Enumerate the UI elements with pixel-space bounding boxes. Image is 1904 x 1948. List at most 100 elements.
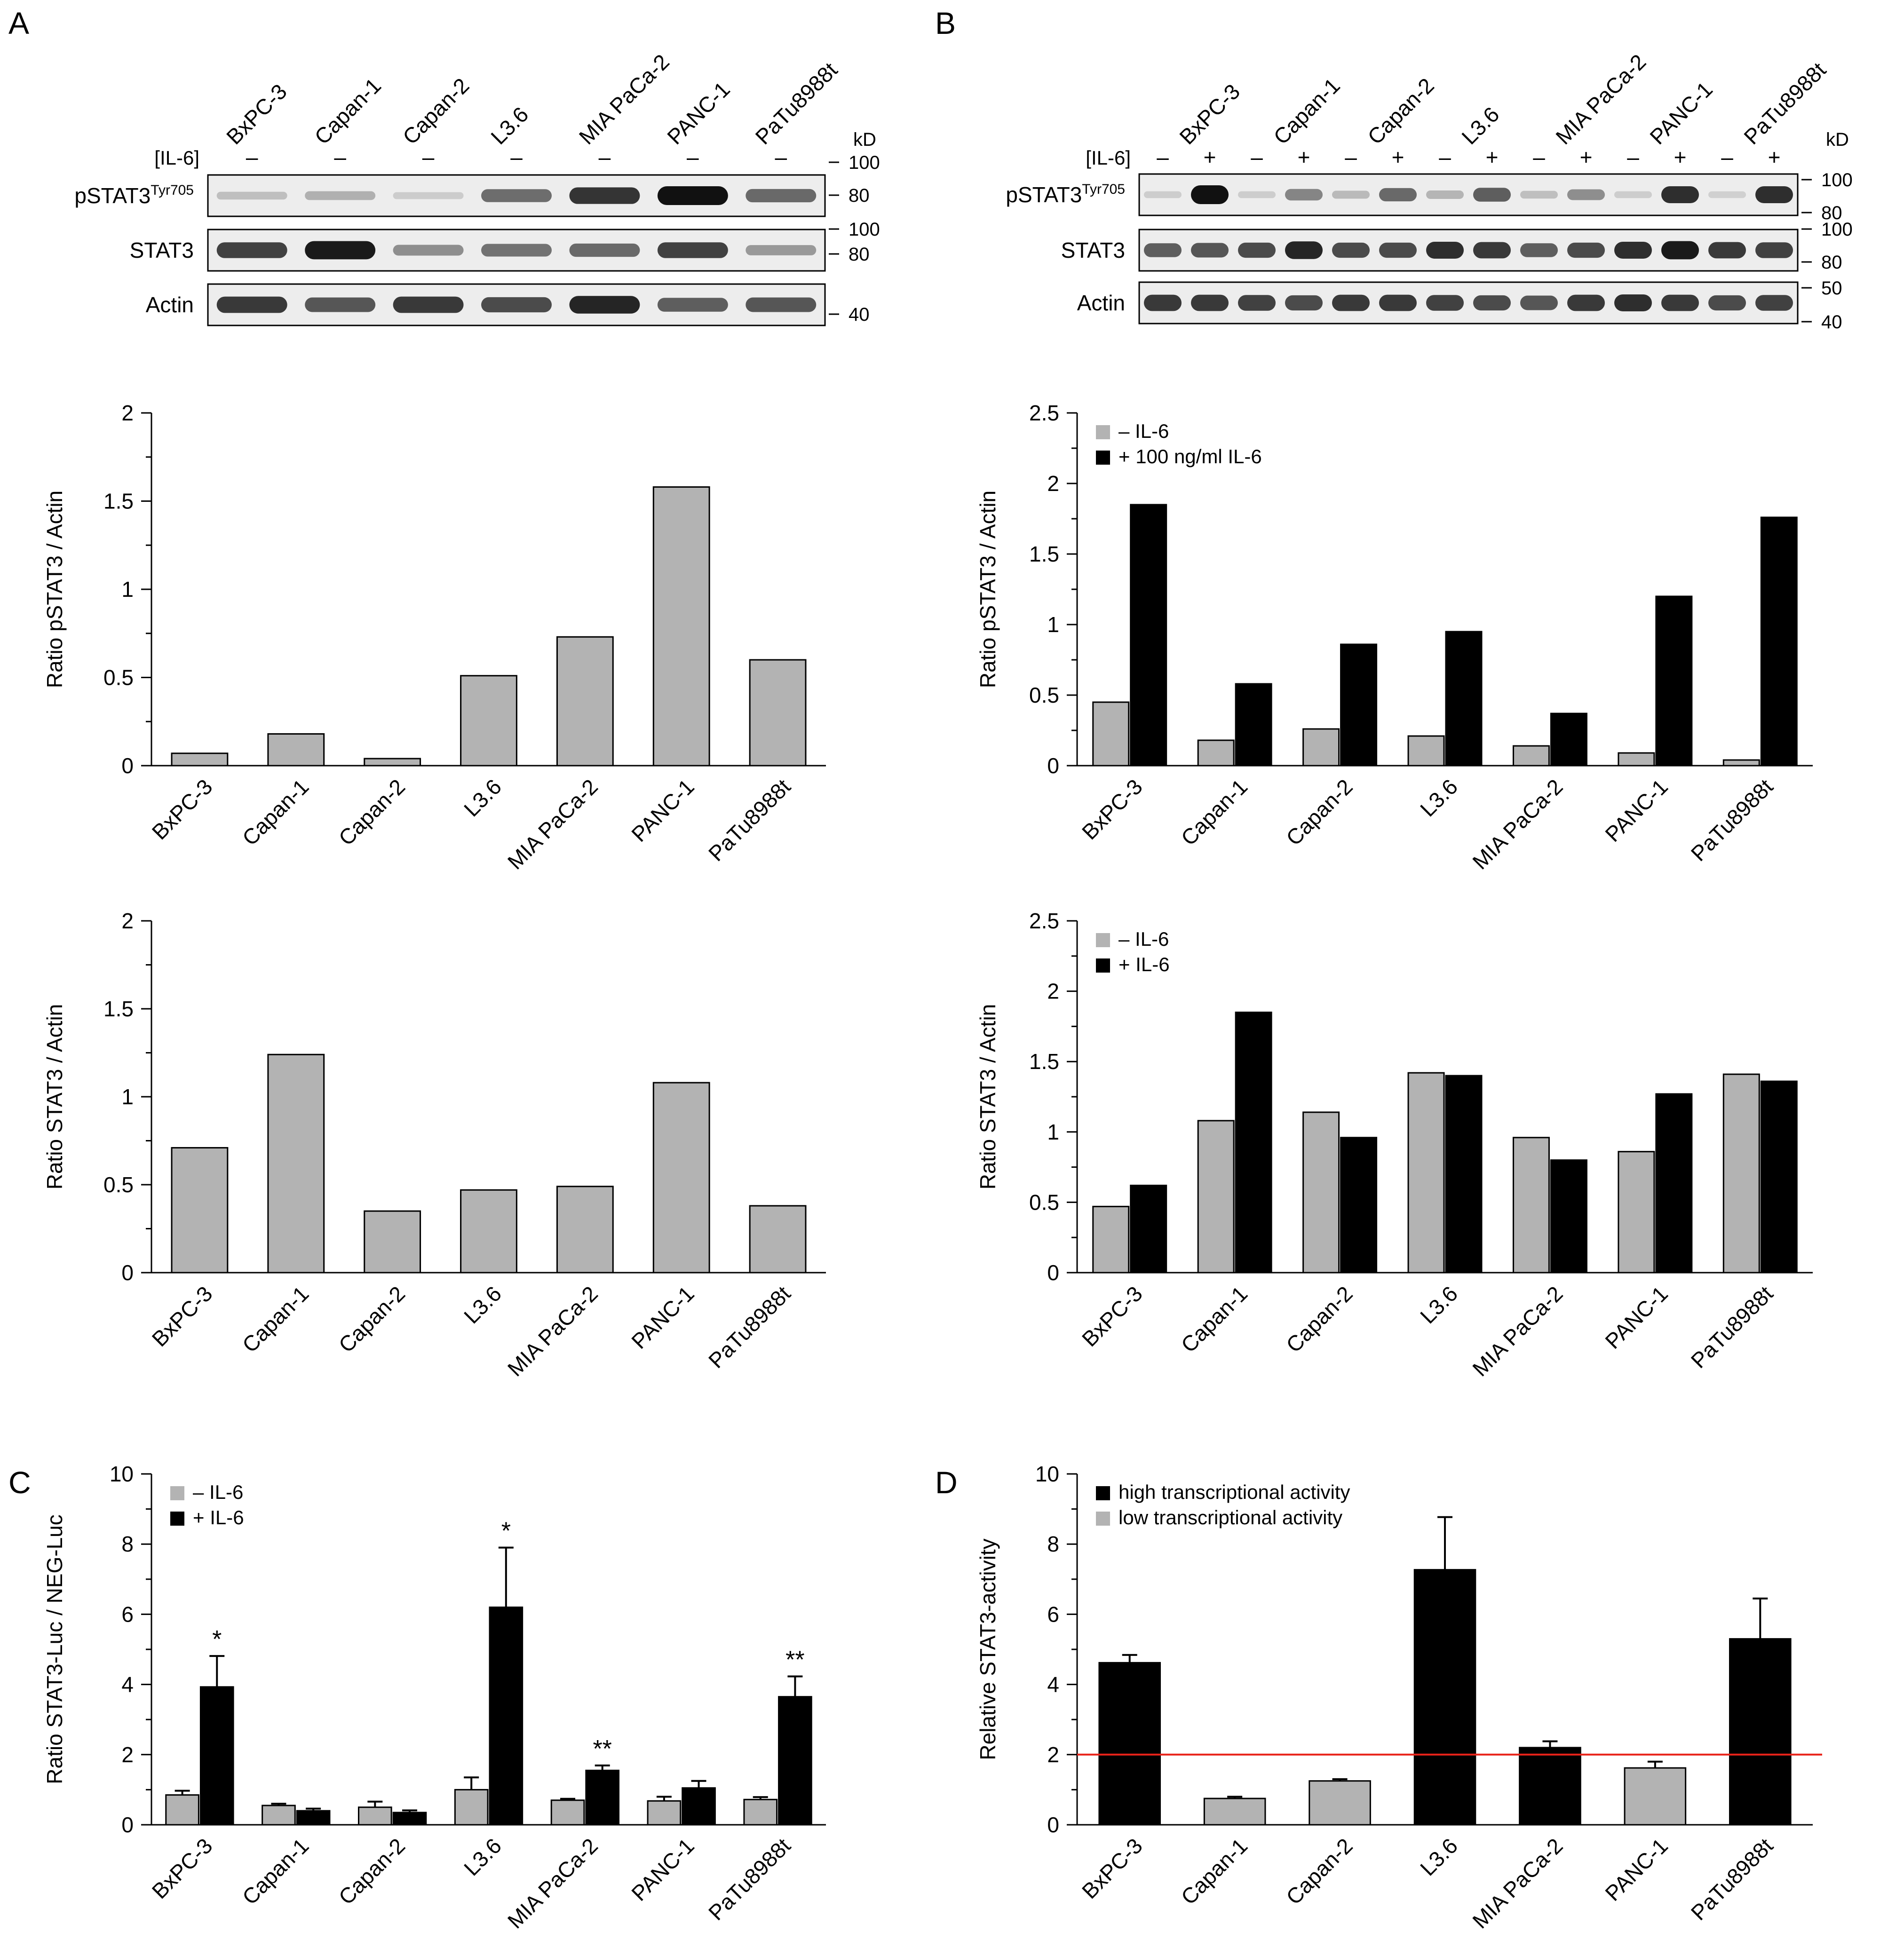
x-tick-label-bxpc-3: BxPC-3 xyxy=(1077,1281,1147,1351)
blot-lane-label-mia-paca-2: MIA PaCa-2 xyxy=(574,49,674,149)
bar-patu8988t-il-6 xyxy=(1722,759,1760,767)
blot-lane-label-bxpc-3: BxPC-3 xyxy=(1174,79,1245,149)
blot-band xyxy=(1661,294,1699,311)
legend-swatch-il-6 xyxy=(170,1486,184,1500)
blot-marker-label: 100 xyxy=(849,219,880,240)
blot-treatment-mark: – xyxy=(246,145,258,169)
x-tick-label-mia-paca-2: MIA PaCa-2 xyxy=(1468,774,1567,874)
bar-charts: 0 0.5 1 1.5 2 Ratio pSTAT3 / Actin BxPC-3 Capan… xyxy=(42,401,1822,1933)
blot-lane-label-capan-2: Capan-2 xyxy=(1363,73,1439,150)
bar-l3-6-il-6 xyxy=(1407,1072,1445,1274)
blot-band xyxy=(1661,241,1699,260)
bar-panc-1-pstat3-actin xyxy=(652,486,710,767)
blot-band xyxy=(393,296,464,313)
x-tick-label-l3-6: L3.6 xyxy=(459,774,506,821)
y-tick-label: 0 xyxy=(1047,1260,1059,1285)
bar-patu8988t-100-ng-ml-il-6 xyxy=(1760,516,1798,767)
blot-band xyxy=(1520,243,1558,257)
blot-band xyxy=(1238,295,1276,311)
legend-label-low-transcriptional-activity: low transcriptional activity xyxy=(1119,1506,1342,1528)
y-axis-label: Ratio STAT3-Luc / NEG-Luc xyxy=(42,1514,67,1784)
blot-lane-label-mia-paca-2: MIA PaCa-2 xyxy=(1551,49,1650,149)
blot-marker-label: 50 xyxy=(1821,278,1842,299)
bar-patu8988t-relative-stat3-activity xyxy=(1729,1638,1792,1826)
y-tick-label: 2.5 xyxy=(1029,909,1059,933)
blot-band xyxy=(216,296,287,313)
x-tick-label-l3-6: L3.6 xyxy=(459,1833,506,1880)
legend-label-il-6: – IL-6 xyxy=(193,1481,243,1503)
blot-band xyxy=(1567,294,1605,311)
y-tick-label: 0.5 xyxy=(1029,683,1059,707)
blot-band xyxy=(746,245,817,255)
bar-capan-1-il-6 xyxy=(1197,739,1235,767)
x-tick-label-panc-1: PANC-1 xyxy=(1600,1281,1673,1354)
blot-row-label: Actin xyxy=(146,293,194,317)
blot-band xyxy=(1708,295,1746,311)
chart-a1: 0 0.5 1 1.5 2 Ratio pSTAT3 / Actin BxPC-3 Capan… xyxy=(42,401,826,874)
blot-row-label: pSTAT3Tyr705 xyxy=(74,182,194,208)
blot-treatment-label: [IL-6] xyxy=(154,147,199,169)
panel-letter-b: B xyxy=(935,6,956,40)
y-tick-label: 1 xyxy=(1047,1120,1059,1144)
x-tick-label-patu8988t: PaTu8988t xyxy=(704,774,795,866)
blot-treatment-mark: + xyxy=(1768,145,1781,169)
bar-l3-6-stat3-actin xyxy=(460,1189,517,1274)
legend-swatch-100-ng-ml-il-6 xyxy=(1096,451,1110,465)
y-tick-label: 8 xyxy=(1047,1532,1059,1556)
blot-treatment-mark: – xyxy=(1345,145,1357,169)
blot-band xyxy=(481,297,552,313)
blot-band xyxy=(657,298,728,312)
bar-capan-2-il-6 xyxy=(1302,728,1340,767)
significance-mark: * xyxy=(212,1626,222,1653)
blot-marker-label: 100 xyxy=(1821,170,1853,190)
blot-treatment-mark: + xyxy=(1486,145,1499,169)
blot-treatment-mark: + xyxy=(1674,145,1687,169)
blot-lane-label-capan-2: Capan-2 xyxy=(398,73,474,150)
blot-row-stat3: STAT3 100 80 xyxy=(1061,219,1853,273)
bar-l3-6-il-6 xyxy=(489,1606,524,1826)
x-tick-label-l3-6: L3.6 xyxy=(1415,1281,1462,1328)
y-tick-label: 0.5 xyxy=(103,1172,134,1197)
blot-marker-label: 80 xyxy=(1821,252,1842,273)
blot-band xyxy=(1332,190,1370,199)
blot-band xyxy=(1614,294,1652,312)
blot-band xyxy=(1144,294,1182,311)
x-tick-label-mia-paca-2: MIA PaCa-2 xyxy=(503,1833,603,1933)
blot-band xyxy=(1614,241,1652,259)
x-tick-label-bxpc-3: BxPC-3 xyxy=(147,1833,217,1903)
blot-band xyxy=(1473,295,1511,311)
blot-band xyxy=(1614,191,1652,198)
legend-swatch-il-6 xyxy=(1096,933,1110,947)
blot-band xyxy=(746,189,817,203)
x-tick-label-mia-paca-2: MIA PaCa-2 xyxy=(503,774,603,874)
blot-band xyxy=(1144,243,1182,257)
blot-treatment-mark: + xyxy=(1298,145,1310,169)
bar-mia-paca-2-pstat3-actin xyxy=(556,636,614,767)
x-tick-label-capan-1: Capan-1 xyxy=(1176,1281,1253,1357)
blot-lane-label-bxpc-3: BxPC-3 xyxy=(222,79,292,149)
y-tick-label: 8 xyxy=(121,1532,134,1556)
blot-band xyxy=(657,186,728,205)
x-tick-label-panc-1: PANC-1 xyxy=(1600,774,1673,847)
bar-capan-1-stat3-actin xyxy=(267,1053,325,1274)
bar-patu8988t-pstat3-actin xyxy=(749,659,807,767)
bar-bxpc-3-il-6 xyxy=(1092,1205,1130,1274)
blot-band xyxy=(1426,295,1464,311)
x-tick-label-capan-2: Capan-2 xyxy=(1281,1281,1357,1357)
blot-band xyxy=(1473,188,1511,202)
legend-label-high-transcriptional-activity: high transcriptional activity xyxy=(1119,1481,1350,1503)
bar-capan-2-il-6 xyxy=(357,1806,392,1826)
bar-l3-6-il-6 xyxy=(1445,1075,1483,1274)
blot-band xyxy=(1426,190,1464,199)
blot-panel-b: BxPC-3 Capan-1 Capan-2 L3.6 MIA PaCa-2PANC-1… xyxy=(1006,49,1852,333)
x-tick-label-capan-2: Capan-2 xyxy=(334,1833,410,1909)
x-tick-label-patu8988t: PaTu8988t xyxy=(1686,1281,1778,1373)
x-tick-label-bxpc-3: BxPC-3 xyxy=(1077,774,1147,844)
blot-marker-label: 40 xyxy=(1821,312,1842,333)
bar-panc-1-relative-stat3-activity xyxy=(1624,1767,1687,1826)
x-tick-label-panc-1: PANC-1 xyxy=(1600,1833,1673,1906)
blot-band xyxy=(1285,189,1323,201)
x-tick-label-l3-6: L3.6 xyxy=(1415,774,1462,821)
bar-capan-2-il-6 xyxy=(1340,1137,1378,1274)
bar-capan-2-il-6 xyxy=(1302,1111,1340,1274)
